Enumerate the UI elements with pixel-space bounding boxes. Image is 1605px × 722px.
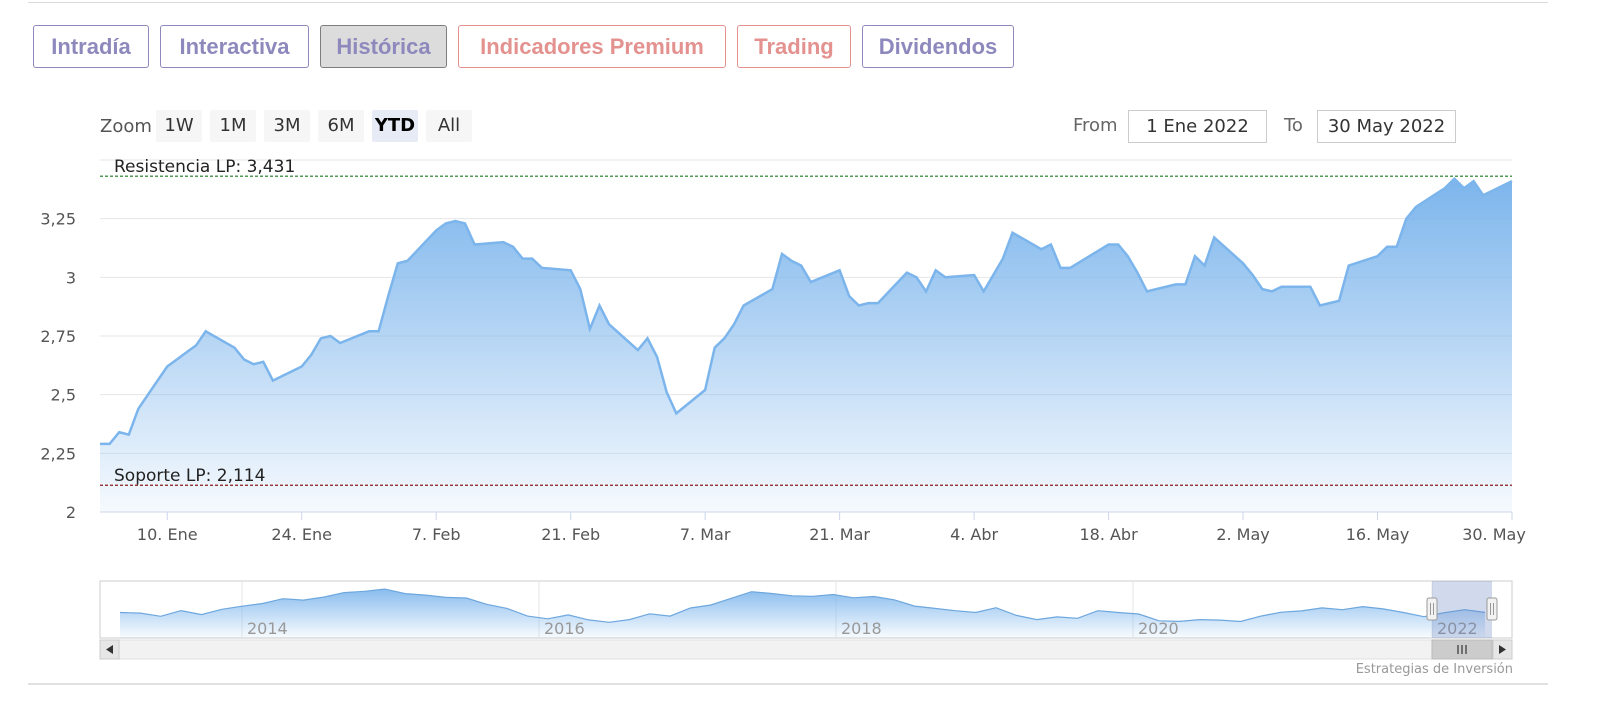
y-tick-label: 2,5	[51, 386, 76, 405]
scrollbar[interactable]	[99, 639, 1513, 660]
handle-box[interactable]	[1486, 597, 1498, 621]
handle-box[interactable]	[1426, 597, 1438, 621]
y-tick-label: 2,75	[40, 327, 76, 346]
x-axis: 10. Ene 24. Ene 7. Feb 21. Feb 7. Mar 21. Mar…	[100, 511, 1526, 544]
tab-indicadores-premium[interactable]: Indicadores Premium	[458, 25, 726, 68]
zoom-button-3m[interactable]: 3M	[264, 110, 310, 142]
tab-historica[interactable]: Histórica	[320, 25, 447, 68]
range-from-input[interactable]: 1 Ene 2022	[1128, 110, 1267, 143]
x-tick-label: 7. Feb	[412, 525, 461, 544]
y-axis-labels: 3,25 3 2,75 2,5 2,25 2	[40, 210, 76, 522]
scroll-right-icon	[1499, 645, 1506, 654]
y-tick-label: 2	[66, 503, 76, 522]
y-tick-label: 3	[66, 268, 76, 287]
bottom-divider	[28, 683, 1548, 685]
x-tick-label: 10. Ene	[137, 525, 198, 544]
tab-trading[interactable]: Trading	[737, 25, 851, 68]
x-tick-label: 21. Feb	[541, 525, 600, 544]
zoom-label: Zoom	[100, 116, 152, 137]
scroll-left-icon	[106, 645, 113, 654]
navigator[interactable]: 2014 2016 2018 2020 2022	[99, 580, 1513, 639]
support-label: Soporte LP: 2,114	[114, 466, 265, 486]
x-tick-label: 30. May	[1462, 525, 1526, 544]
tab-dividendos[interactable]: Dividendos	[862, 25, 1014, 68]
tab-interactiva[interactable]: Interactiva	[160, 25, 309, 68]
series-line	[100, 177, 1513, 446]
x-tick-label: 2. May	[1216, 525, 1269, 544]
range-to-label: To	[1284, 115, 1303, 136]
range-from-label: From	[1073, 115, 1118, 136]
plot-lines: Resistencia LP: 3,431 Soporte LP: 2,114	[100, 157, 1512, 486]
navigator-year-label: 2016	[544, 619, 585, 638]
zoom-button-ytd[interactable]: YTD	[372, 110, 418, 142]
y-tick-label: 2,25	[40, 444, 76, 463]
x-tick-label: 4. Abr	[950, 525, 998, 544]
zoom-button-1w[interactable]: 1W	[156, 110, 202, 142]
navigator-area	[120, 589, 1485, 638]
range-to-input[interactable]: 30 May 2022	[1317, 110, 1456, 143]
tab-intradia[interactable]: Intradía	[33, 25, 149, 68]
navigator-selection[interactable]	[1432, 581, 1492, 638]
zoom-button-1m[interactable]: 1M	[210, 110, 256, 142]
scrollbar-track[interactable]	[99, 639, 1513, 660]
x-tick-label: 18. Abr	[1079, 525, 1138, 544]
zoom-button-all[interactable]: All	[426, 110, 472, 142]
y-tick-label: 3,25	[40, 210, 76, 229]
x-tick-label: 7. Mar	[680, 525, 731, 544]
price-series	[100, 177, 1513, 513]
zoom-button-6m[interactable]: 6M	[318, 110, 364, 142]
top-divider	[28, 2, 1548, 3]
navigator-line	[119, 588, 1486, 623]
navigator-year-label: 2018	[841, 619, 882, 638]
navigator-year-label: 2014	[247, 619, 288, 638]
x-tick-label: 21. Mar	[809, 525, 870, 544]
x-tick-label: 16. May	[1346, 525, 1410, 544]
navigator-year-label: 2022	[1437, 619, 1478, 638]
credit-text: Estrategias de Inversión	[1355, 662, 1513, 677]
resistance-label: Resistencia LP: 3,431	[114, 157, 295, 177]
navigator-year-label: 2020	[1138, 619, 1179, 638]
series-area	[100, 178, 1512, 513]
navigator-right-handle[interactable]	[1486, 597, 1498, 621]
x-tick-label: 24. Ene	[271, 525, 332, 544]
navigator-left-handle[interactable]	[1426, 597, 1438, 621]
